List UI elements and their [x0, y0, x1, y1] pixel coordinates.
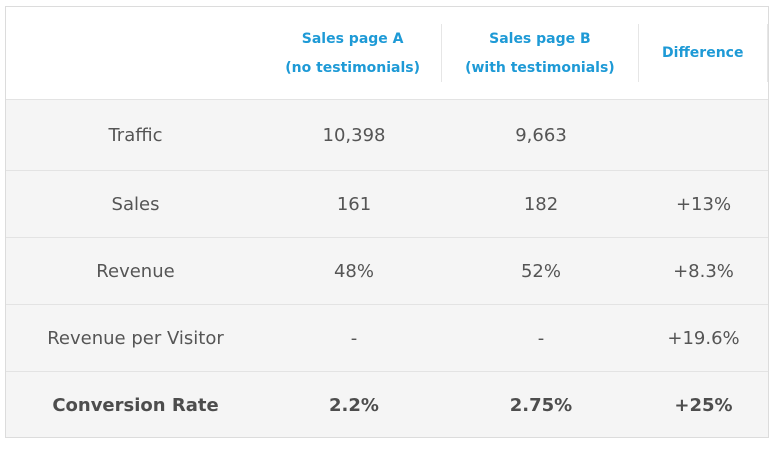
row-label: Traffic [108, 124, 163, 146]
header-sales-page-b-subtitle: (with testimonials) [465, 59, 615, 76]
row-label: Sales [111, 193, 160, 215]
row-value-diff: +13% [675, 193, 732, 215]
header-sales-page-b-title: Sales page B [489, 30, 591, 47]
row-label: Revenue [96, 260, 175, 282]
table-row-traffic: Traffic 10,398 9,663 [6, 100, 768, 171]
row-value-diff: +19.6% [667, 327, 740, 349]
row-value-diff: +25% [674, 395, 733, 416]
row-value-b: - [537, 327, 545, 349]
header-divider [637, 24, 639, 82]
table-row-sales: Sales 161 182 +13% [6, 171, 768, 238]
row-value-a: 10,398 [322, 124, 386, 146]
header-sales-page-a-subtitle: (no testimonials) [285, 59, 421, 76]
header-sales-page-b: Sales page B (with testimonials) [442, 7, 637, 100]
row-value-a: - [350, 327, 358, 349]
row-label: Conversion Rate [52, 395, 219, 416]
row-value-b: 52% [520, 260, 561, 282]
header-difference-title: Difference [662, 45, 744, 61]
row-value-a: 161 [336, 193, 372, 215]
comparison-table: Sales page A (no testimonials) Sales pag… [5, 6, 769, 438]
table-row-revenue: Revenue 48% 52% +8.3% [6, 238, 768, 305]
row-value-b: 2.75% [509, 395, 573, 416]
table-header-row: Sales page A (no testimonials) Sales pag… [6, 7, 768, 100]
header-difference: Difference [639, 7, 767, 100]
row-value-diff [639, 100, 768, 170]
row-value-a: 2.2% [329, 395, 379, 416]
header-empty-cell [6, 7, 264, 100]
table-row-revenue-per-visitor: Revenue per Visitor - - +19.6% [6, 305, 768, 372]
table-row-conversion-rate: Conversion Rate 2.2% 2.75% +25% [6, 372, 768, 439]
header-sales-page-a-title: Sales page A [301, 30, 404, 47]
header-sales-page-a: Sales page A (no testimonials) [264, 7, 441, 100]
header-divider [441, 24, 443, 82]
header-divider [767, 24, 768, 82]
row-value-b: 9,663 [515, 124, 567, 146]
row-value-diff: +8.3% [673, 260, 734, 282]
row-value-a: 48% [333, 260, 374, 282]
row-value-b: 182 [523, 193, 559, 215]
row-label: Revenue per Visitor [47, 327, 224, 349]
